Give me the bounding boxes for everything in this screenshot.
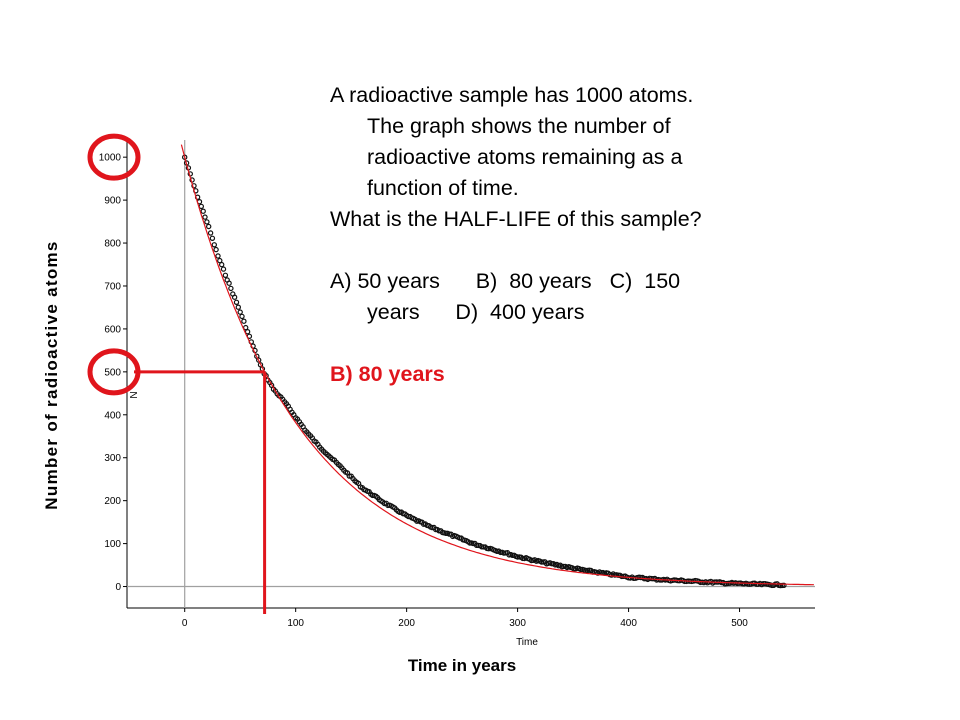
data-point <box>467 540 473 546</box>
question-spacer <box>330 235 800 266</box>
options-line-2: years D) 400 years <box>367 300 585 324</box>
data-point <box>202 214 208 220</box>
x-tick-label: 100 <box>287 618 304 629</box>
inner-y-label: N <box>129 391 140 398</box>
y-tick-label: 0 <box>115 582 121 593</box>
data-point <box>222 272 229 278</box>
data-point <box>209 235 216 241</box>
options-line-1: A) 50 years B) 80 years C) 150 <box>330 269 681 293</box>
inner-x-label: Time <box>516 637 538 648</box>
data-point <box>346 473 352 479</box>
x-tick-label: 0 <box>182 618 188 629</box>
x-tick-label: 400 <box>620 618 637 629</box>
data-point <box>256 357 262 363</box>
question-prompt: What is the HALF-LIFE of this sample? <box>330 207 702 231</box>
question-line-3: radioactive atoms remaining as a <box>367 145 683 169</box>
data-point <box>226 280 232 286</box>
y-tick-label: 1000 <box>99 153 122 164</box>
question-line-2: The graph shows the number of <box>367 114 671 138</box>
data-point <box>235 304 241 310</box>
x-axis-title: Time in years <box>407 656 517 675</box>
data-point <box>198 203 204 210</box>
y-tick-label: 300 <box>104 453 121 464</box>
y-tick-label: 600 <box>104 324 121 335</box>
data-point <box>233 299 240 305</box>
x-tick-label: 200 <box>398 618 415 629</box>
data-point <box>211 242 217 248</box>
y-tick-label: 700 <box>104 281 121 292</box>
question-line-4: function of time. <box>367 176 519 200</box>
y-axis-title: Number of radioactive atoms <box>42 240 61 510</box>
data-point <box>205 223 212 230</box>
data-point <box>369 492 376 499</box>
data-point <box>237 309 243 315</box>
y-tick-label: 900 <box>104 196 121 207</box>
data-point <box>257 362 264 368</box>
question-text: A radioactive sample has 1000 atoms. The… <box>330 80 800 390</box>
y-tick-label: 800 <box>104 239 121 250</box>
data-point <box>220 266 227 272</box>
data-point <box>207 230 214 236</box>
x-tick-label: 300 <box>509 618 526 629</box>
data-point <box>191 183 197 189</box>
x-tick-label: 500 <box>731 618 748 629</box>
data-point <box>244 329 251 335</box>
data-point <box>781 582 787 589</box>
y-tick-label: 500 <box>104 367 121 378</box>
answer-text: B) 80 years <box>330 362 445 386</box>
data-point <box>241 318 247 324</box>
data-point <box>228 285 234 292</box>
fit-curve <box>180 144 814 586</box>
data-point <box>443 530 449 537</box>
y-tick-label: 400 <box>104 410 121 421</box>
data-point <box>200 208 206 214</box>
highlight-circle-1000 <box>87 133 141 181</box>
data-point <box>204 219 210 225</box>
data-point <box>213 246 219 253</box>
y-tick-label: 100 <box>104 539 121 550</box>
y-tick-label: 200 <box>104 496 121 507</box>
data-point <box>538 559 545 565</box>
data-point <box>239 313 245 320</box>
data-point <box>215 253 221 259</box>
answer-spacer <box>330 328 800 359</box>
data-point <box>231 294 238 300</box>
question-line-1: A radioactive sample has 1000 atoms. <box>330 83 694 107</box>
data-point <box>218 261 225 268</box>
